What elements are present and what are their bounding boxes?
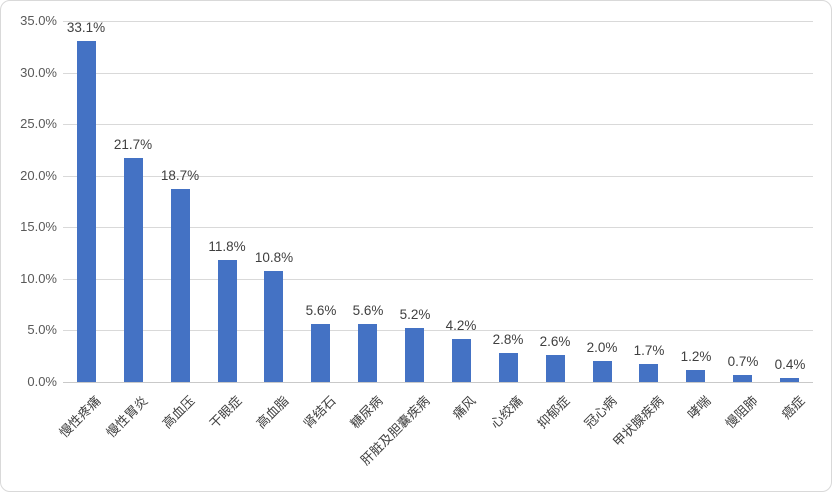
y-axis-tick-label: 25.0% [20,116,57,131]
x-axis-label: 心绞痛 [487,393,526,432]
x-axis-label: 高血压 [159,393,198,432]
bar [77,41,96,382]
bar [358,324,377,382]
bar [593,361,612,382]
bar [264,271,283,382]
bar-value-label: 0.4% [774,357,806,372]
bar [686,370,705,382]
bar-value-label: 33.1% [66,20,106,35]
bar [311,324,330,382]
bar [124,158,143,382]
x-axis-label: 慢阻肺 [722,393,761,432]
gridline [63,330,813,331]
bar-value-label: 2.0% [586,340,618,355]
y-axis-tick-label: 30.0% [20,65,57,80]
bar [780,378,799,382]
x-axis-label: 糖尿病 [347,393,386,432]
gridline [63,124,813,125]
bar [546,355,565,382]
gridline [63,279,813,280]
x-axis-label: 慢性胃炎 [103,393,151,441]
x-axis-label: 癌症 [778,393,808,423]
x-axis-label: 哮喘 [684,393,714,423]
x-axis-line [63,382,813,383]
bar-value-label: 0.7% [727,354,759,369]
bar-value-label: 4.2% [445,318,477,333]
gridline [63,227,813,228]
bar-value-label: 2.8% [492,332,524,347]
bar [171,189,190,382]
y-axis-tick-label: 0.0% [27,374,57,389]
bar [639,364,658,382]
bar-value-label: 5.6% [305,303,337,318]
y-axis-tick-label: 15.0% [20,219,57,234]
x-axis-label: 甲状腺疾病 [610,393,667,450]
y-axis-tick-label: 20.0% [20,168,57,183]
gridline [63,176,813,177]
bar [733,375,752,382]
bar [452,339,471,382]
x-axis-label: 抑郁症 [534,393,573,432]
gridline [63,21,813,22]
x-axis-label: 冠心病 [581,393,620,432]
bar [499,353,518,382]
bar [218,260,237,382]
x-axis-label: 干眼症 [206,393,245,432]
x-axis-label: 高血脂 [253,393,292,432]
y-axis-tick-label: 35.0% [20,13,57,28]
bar-value-label: 21.7% [113,137,153,152]
y-axis-tick-label: 10.0% [20,271,57,286]
bar-value-label: 1.2% [680,349,712,364]
bar-value-label: 11.8% [208,239,246,254]
y-axis-tick-label: 5.0% [27,322,57,337]
x-axis-label: 痛风 [449,393,479,423]
x-axis-label: 慢性疼痛 [56,393,104,441]
bar-value-label: 1.7% [633,343,665,358]
bar-value-label: 5.2% [399,307,431,322]
bar [405,328,424,382]
bar-value-label: 5.6% [352,303,384,318]
x-axis-label: 肾结石 [300,393,339,432]
bar-value-label: 2.6% [539,334,571,349]
gridline [63,73,813,74]
bar-value-label: 18.7% [160,168,200,183]
bar-value-label: 10.8% [254,250,294,265]
